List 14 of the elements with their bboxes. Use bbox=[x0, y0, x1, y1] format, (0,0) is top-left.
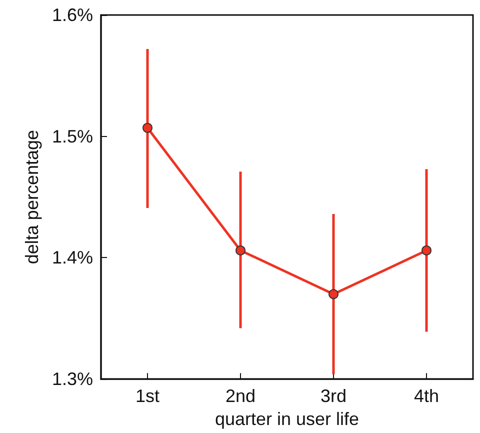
point bbox=[236, 245, 246, 256]
point bbox=[328, 289, 338, 300]
x-tick-label: 3rd bbox=[320, 386, 347, 406]
x-axis-title: quarter in user life bbox=[214, 409, 360, 429]
point bbox=[422, 245, 432, 256]
point bbox=[142, 122, 152, 133]
y-axis-title: delta percentage bbox=[22, 130, 42, 264]
y-tick-label: 1.5% bbox=[52, 126, 93, 146]
x-tick-label: 2nd bbox=[225, 386, 256, 406]
x-tick-label: 1st bbox=[135, 386, 160, 406]
y-tick-label: 1.6% bbox=[52, 5, 93, 25]
y-tick-label: 1.4% bbox=[52, 248, 93, 268]
x-tick-label: 4th bbox=[414, 386, 440, 406]
y-tick-label: 1.3% bbox=[52, 369, 93, 390]
